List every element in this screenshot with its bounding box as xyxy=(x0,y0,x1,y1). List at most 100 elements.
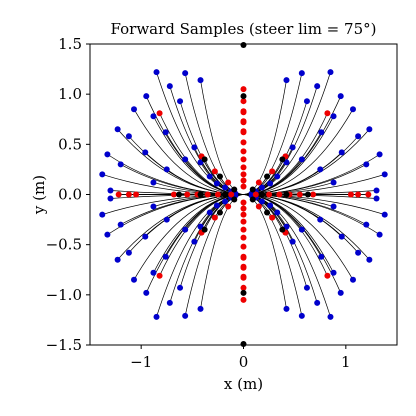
blue-sample-point xyxy=(303,98,310,105)
blue-sample-point xyxy=(166,83,173,90)
black-sample-point xyxy=(279,226,286,233)
red-sample-point xyxy=(355,191,362,198)
blue-sample-point xyxy=(274,173,281,180)
blue-sample-point xyxy=(131,276,138,283)
blue-sample-point xyxy=(330,269,337,276)
blue-sample-point xyxy=(191,144,198,151)
blue-sample-point xyxy=(318,129,325,136)
red-sample-point xyxy=(214,191,221,198)
red-sample-point xyxy=(266,191,273,198)
blue-sample-point xyxy=(258,184,265,191)
blue-sample-point xyxy=(222,198,229,205)
red-sample-point xyxy=(156,110,163,117)
blue-sample-point xyxy=(327,69,334,76)
blue-sample-point xyxy=(327,313,334,320)
x-tick-label: 1 xyxy=(341,353,351,371)
black-sample-point xyxy=(240,93,247,100)
blue-sample-point xyxy=(213,180,220,187)
blue-sample-point xyxy=(338,149,345,156)
y-axis-label: y (m) xyxy=(30,175,48,215)
red-sample-point xyxy=(125,191,132,198)
blue-sample-point xyxy=(107,195,114,202)
blue-sample-point xyxy=(314,299,321,306)
red-sample-point xyxy=(240,118,247,125)
chart-title: Forward Samples (steer lim = 75°) xyxy=(111,20,377,38)
red-sample-point xyxy=(269,214,276,221)
red-sample-point xyxy=(156,272,163,279)
blue-sample-point xyxy=(330,113,337,120)
blue-sample-point xyxy=(298,156,305,163)
blue-sample-point xyxy=(283,223,290,230)
blue-sample-point xyxy=(182,312,189,319)
red-sample-point xyxy=(296,191,303,198)
blue-sample-point xyxy=(376,231,383,238)
blue-sample-point xyxy=(298,312,305,319)
black-sample-point xyxy=(201,226,208,233)
red-sample-point xyxy=(240,199,247,206)
red-sample-point xyxy=(211,168,218,175)
red-sample-point xyxy=(240,86,247,93)
blue-sample-point xyxy=(162,129,169,136)
blue-sample-point xyxy=(366,126,373,133)
red-sample-point xyxy=(347,191,354,198)
blue-sample-point xyxy=(99,211,106,218)
blue-sample-point xyxy=(381,211,388,218)
red-sample-point xyxy=(211,214,218,221)
black-sample-point xyxy=(264,173,271,180)
blue-sample-point xyxy=(318,253,325,260)
red-sample-point xyxy=(324,110,331,117)
blue-sample-point xyxy=(298,226,305,233)
red-sample-point xyxy=(269,168,276,175)
blue-sample-point xyxy=(363,221,370,228)
blue-sample-point xyxy=(143,93,150,100)
blue-sample-point xyxy=(153,69,160,76)
blue-sample-point xyxy=(337,289,344,296)
black-sample-point xyxy=(249,196,256,203)
axis-ticks: −1 0 1 1.5 1.0 0.5 0.0 −0.5 −1.0 −1.5 xyxy=(46,35,351,371)
blue-sample-point xyxy=(131,106,138,113)
red-sample-point xyxy=(115,191,122,198)
y-tick-label: −0.5 xyxy=(46,236,82,254)
trajectory-path xyxy=(200,80,244,195)
red-sample-point xyxy=(240,128,247,135)
blue-sample-point xyxy=(166,299,173,306)
black-sample-point xyxy=(216,173,223,180)
blue-sample-point xyxy=(283,159,290,166)
red-sample-point xyxy=(310,191,317,198)
blue-sample-point xyxy=(114,256,121,263)
blue-sample-point xyxy=(349,276,356,283)
blue-sample-point xyxy=(182,70,189,77)
blue-sample-point xyxy=(142,233,149,240)
blue-sample-point xyxy=(381,171,388,178)
red-sample-point xyxy=(204,191,211,198)
blue-sample-point xyxy=(349,106,356,113)
red-sample-point xyxy=(255,203,262,210)
red-sample-point xyxy=(240,226,247,233)
blue-sample-point xyxy=(104,151,111,158)
black-sample-point xyxy=(240,42,247,49)
red-sample-point xyxy=(240,98,247,105)
y-tick-label: 1.5 xyxy=(58,35,82,53)
red-sample-point xyxy=(240,284,247,291)
blue-sample-point xyxy=(373,195,380,202)
blue-sample-point xyxy=(163,166,170,173)
blue-sample-point xyxy=(197,77,204,84)
black-sample-point xyxy=(258,191,265,198)
red-sample-point xyxy=(240,243,247,250)
red-sample-point xyxy=(255,179,262,186)
blue-sample-point xyxy=(274,209,281,216)
trajectory-path xyxy=(200,194,244,309)
red-sample-point xyxy=(365,191,372,198)
blue-sample-point xyxy=(206,173,213,180)
red-sample-point xyxy=(240,148,247,155)
x-tick-label: 0 xyxy=(239,353,249,371)
blue-sample-point xyxy=(197,305,204,312)
y-tick-label: −1.0 xyxy=(46,286,82,304)
red-sample-point xyxy=(225,203,232,210)
blue-sample-point xyxy=(107,187,114,194)
red-sample-point xyxy=(276,191,283,198)
black-sample-point xyxy=(240,289,247,296)
black-sample-point xyxy=(176,191,183,198)
red-sample-point xyxy=(240,254,247,261)
